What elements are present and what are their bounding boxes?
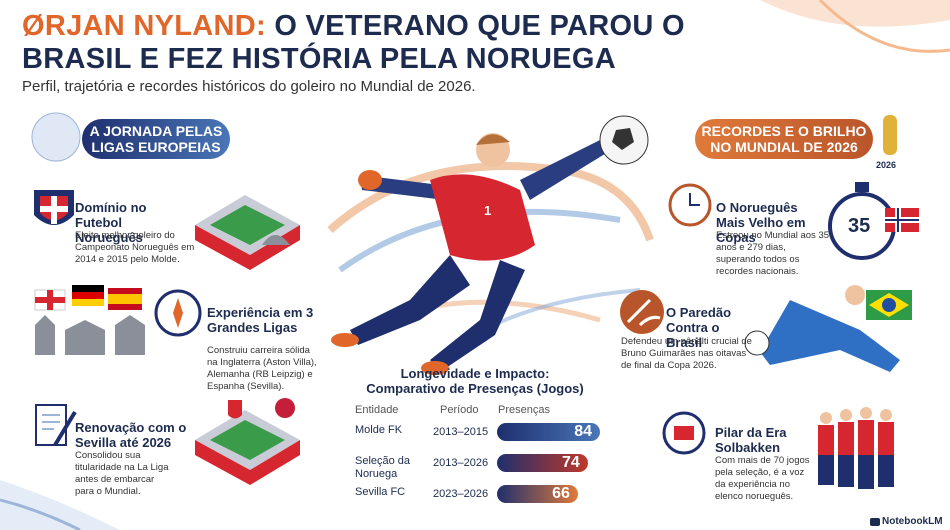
table-cell: Molde FK (355, 424, 403, 436)
presence-bar: 66 (497, 485, 578, 503)
item-text: Defendeu um pênalti crucial de Bruno Gui… (621, 336, 752, 371)
table-cell: 2013–2015 (433, 426, 489, 438)
item-text: Consolidou sua titularidade na La Liga a… (75, 450, 169, 497)
bar-value: 84 (574, 423, 592, 440)
jersey-number: 1 (484, 203, 492, 218)
bar-value: 66 (552, 485, 570, 502)
item-title: Domínio no Futebol Norueguês (75, 200, 147, 245)
table-cell: 2023–2026 (433, 488, 489, 500)
item-text: Estreou no Mundial aos 35 anos e 279 dia… (716, 230, 830, 277)
item-title: Experiência em 3 Grandes Ligas (207, 305, 314, 335)
stopwatch-number: 35 (848, 215, 871, 237)
presence-bar: 84 (497, 423, 600, 441)
right-banner: RECORDES E O BRILHO NO MUNDIAL DE 2026 (695, 119, 873, 159)
title-rest: O VETERANO QUE PAROU O BRASIL E FEZ HIST… (22, 10, 685, 75)
footer-brand: NotebookLM (882, 516, 943, 527)
trophy-label: 2026 (876, 160, 897, 170)
bar-value: 74 (561, 454, 580, 471)
item-text: Construiu carreira sólida na Inglaterra … (207, 345, 317, 392)
table-cell: Sevilla FC (355, 486, 406, 498)
subtitle: Perfil, trajetória e recordes históricos… (22, 78, 476, 95)
item-text: Com mais de 70 jogos pela seleção, é a v… (715, 455, 810, 502)
left-banner: A JORNADA PELAS LIGAS EUROPEIAS (82, 119, 230, 159)
table-title: Longevidade e Impacto: Comparativo de Pr… (366, 366, 584, 396)
item-title: O Paredão Contra o Brasil (666, 305, 732, 350)
table-header: Presenças (498, 404, 550, 416)
table-cell: 2013–2026 (433, 457, 489, 469)
table-header: Entidade (355, 404, 399, 416)
title-highlight: ØRJAN NYLAND: (22, 10, 266, 42)
item-title: Pilar da Era Solbakken (715, 425, 787, 455)
table-cell: Seleção da Noruega (355, 455, 411, 480)
item-title: O Norueguês Mais Velho em Copas (716, 200, 806, 245)
item-text: Eleito melhor goleiro do Campeonato Noru… (75, 230, 195, 265)
table-header: Período (440, 404, 479, 416)
title: ØRJAN NYLAND: O VETERANO QUE PAROU O BRA… (22, 10, 802, 76)
item-title: Renovação com o Sevilla até 2026 (75, 420, 187, 450)
goalkeeper-illustration (331, 115, 649, 375)
presence-bar: 74 (497, 454, 588, 472)
